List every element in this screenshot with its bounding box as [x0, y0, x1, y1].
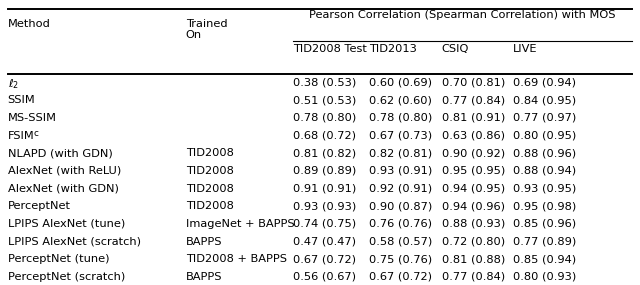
Text: 0.89 (0.89): 0.89 (0.89) [293, 166, 356, 176]
Text: BAPPS: BAPPS [186, 272, 222, 282]
Text: TID2008 Test: TID2008 Test [293, 44, 367, 54]
Text: 0.62 (0.60): 0.62 (0.60) [369, 95, 431, 105]
Text: LIVE: LIVE [513, 44, 538, 54]
Text: 0.85 (0.96): 0.85 (0.96) [513, 219, 577, 229]
Text: TID2008: TID2008 [186, 201, 234, 211]
Text: 0.93 (0.93): 0.93 (0.93) [293, 201, 356, 211]
Text: PerceptNet: PerceptNet [8, 201, 70, 211]
Text: 0.80 (0.95): 0.80 (0.95) [513, 131, 577, 141]
Text: BAPPS: BAPPS [186, 237, 222, 247]
Text: 0.88 (0.93): 0.88 (0.93) [442, 219, 505, 229]
Text: 0.77 (0.89): 0.77 (0.89) [513, 237, 577, 247]
Text: $\ell_2$: $\ell_2$ [8, 78, 19, 91]
Text: 0.67 (0.73): 0.67 (0.73) [369, 131, 432, 141]
Text: 0.93 (0.91): 0.93 (0.91) [369, 166, 432, 176]
Text: CSIQ: CSIQ [442, 44, 469, 54]
Text: 0.67 (0.72): 0.67 (0.72) [369, 272, 431, 282]
Text: 0.77 (0.84): 0.77 (0.84) [442, 95, 505, 105]
Text: SSIM: SSIM [8, 95, 35, 105]
Text: Trained
On: Trained On [186, 19, 227, 40]
Text: AlexNet (with ReLU): AlexNet (with ReLU) [8, 166, 121, 176]
Text: 0.88 (0.94): 0.88 (0.94) [513, 166, 577, 176]
Text: AlexNet (with GDN): AlexNet (with GDN) [8, 184, 118, 194]
Text: 0.76 (0.76): 0.76 (0.76) [369, 219, 431, 229]
Text: 0.95 (0.98): 0.95 (0.98) [513, 201, 577, 211]
Text: 0.56 (0.67): 0.56 (0.67) [293, 272, 356, 282]
Text: PerceptNet (tune): PerceptNet (tune) [8, 254, 109, 264]
Text: 0.90 (0.92): 0.90 (0.92) [442, 148, 505, 158]
Text: 0.72 (0.80): 0.72 (0.80) [442, 237, 505, 247]
Text: 0.92 (0.91): 0.92 (0.91) [369, 184, 432, 194]
Text: TID2013: TID2013 [369, 44, 417, 54]
Text: ImageNet + BAPPS: ImageNet + BAPPS [186, 219, 294, 229]
Text: 0.67 (0.72): 0.67 (0.72) [293, 254, 356, 264]
Text: 0.90 (0.87): 0.90 (0.87) [369, 201, 432, 211]
Text: 0.68 (0.72): 0.68 (0.72) [293, 131, 356, 141]
Text: 0.51 (0.53): 0.51 (0.53) [293, 95, 356, 105]
Text: 0.74 (0.75): 0.74 (0.75) [293, 219, 356, 229]
Text: 0.78 (0.80): 0.78 (0.80) [293, 113, 356, 123]
Text: 0.38 (0.53): 0.38 (0.53) [293, 78, 356, 87]
Text: 0.58 (0.57): 0.58 (0.57) [369, 237, 432, 247]
Text: 0.81 (0.91): 0.81 (0.91) [442, 113, 505, 123]
Text: TID2008: TID2008 [186, 184, 234, 194]
Text: 0.95 (0.95): 0.95 (0.95) [442, 166, 505, 176]
Text: 0.70 (0.81): 0.70 (0.81) [442, 78, 505, 87]
Text: TID2008: TID2008 [186, 166, 234, 176]
Text: 0.81 (0.82): 0.81 (0.82) [293, 148, 356, 158]
Text: 0.81 (0.88): 0.81 (0.88) [442, 254, 505, 264]
Text: 0.69 (0.94): 0.69 (0.94) [513, 78, 576, 87]
Text: 0.78 (0.80): 0.78 (0.80) [369, 113, 432, 123]
Text: 0.63 (0.86): 0.63 (0.86) [442, 131, 504, 141]
Text: 0.47 (0.47): 0.47 (0.47) [293, 237, 356, 247]
Text: 0.84 (0.95): 0.84 (0.95) [513, 95, 577, 105]
Text: 0.60 (0.69): 0.60 (0.69) [369, 78, 431, 87]
Text: 0.77 (0.84): 0.77 (0.84) [442, 272, 505, 282]
Text: c: c [33, 129, 38, 138]
Text: 0.75 (0.76): 0.75 (0.76) [369, 254, 432, 264]
Text: 0.94 (0.96): 0.94 (0.96) [442, 201, 504, 211]
Text: LPIPS AlexNet (tune): LPIPS AlexNet (tune) [8, 219, 125, 229]
Text: PerceptNet (scratch): PerceptNet (scratch) [8, 272, 125, 282]
Text: TID2008 + BAPPS: TID2008 + BAPPS [186, 254, 287, 264]
Text: 0.88 (0.96): 0.88 (0.96) [513, 148, 577, 158]
Text: MS-SSIM: MS-SSIM [8, 113, 57, 123]
Text: LPIPS AlexNet (scratch): LPIPS AlexNet (scratch) [8, 237, 141, 247]
Text: 0.93 (0.95): 0.93 (0.95) [513, 184, 577, 194]
Text: FSIM: FSIM [8, 131, 35, 141]
Text: 0.77 (0.97): 0.77 (0.97) [513, 113, 577, 123]
Text: TID2008: TID2008 [186, 148, 234, 158]
Text: 0.91 (0.91): 0.91 (0.91) [293, 184, 356, 194]
Text: 0.85 (0.94): 0.85 (0.94) [513, 254, 577, 264]
Text: Method: Method [8, 19, 51, 29]
Text: NLAPD (with GDN): NLAPD (with GDN) [8, 148, 113, 158]
Text: 0.80 (0.93): 0.80 (0.93) [513, 272, 577, 282]
Text: Pearson Correlation (Spearman Correlation) with MOS: Pearson Correlation (Spearman Correlatio… [310, 10, 616, 20]
Text: 0.94 (0.95): 0.94 (0.95) [442, 184, 505, 194]
Text: 0.82 (0.81): 0.82 (0.81) [369, 148, 432, 158]
